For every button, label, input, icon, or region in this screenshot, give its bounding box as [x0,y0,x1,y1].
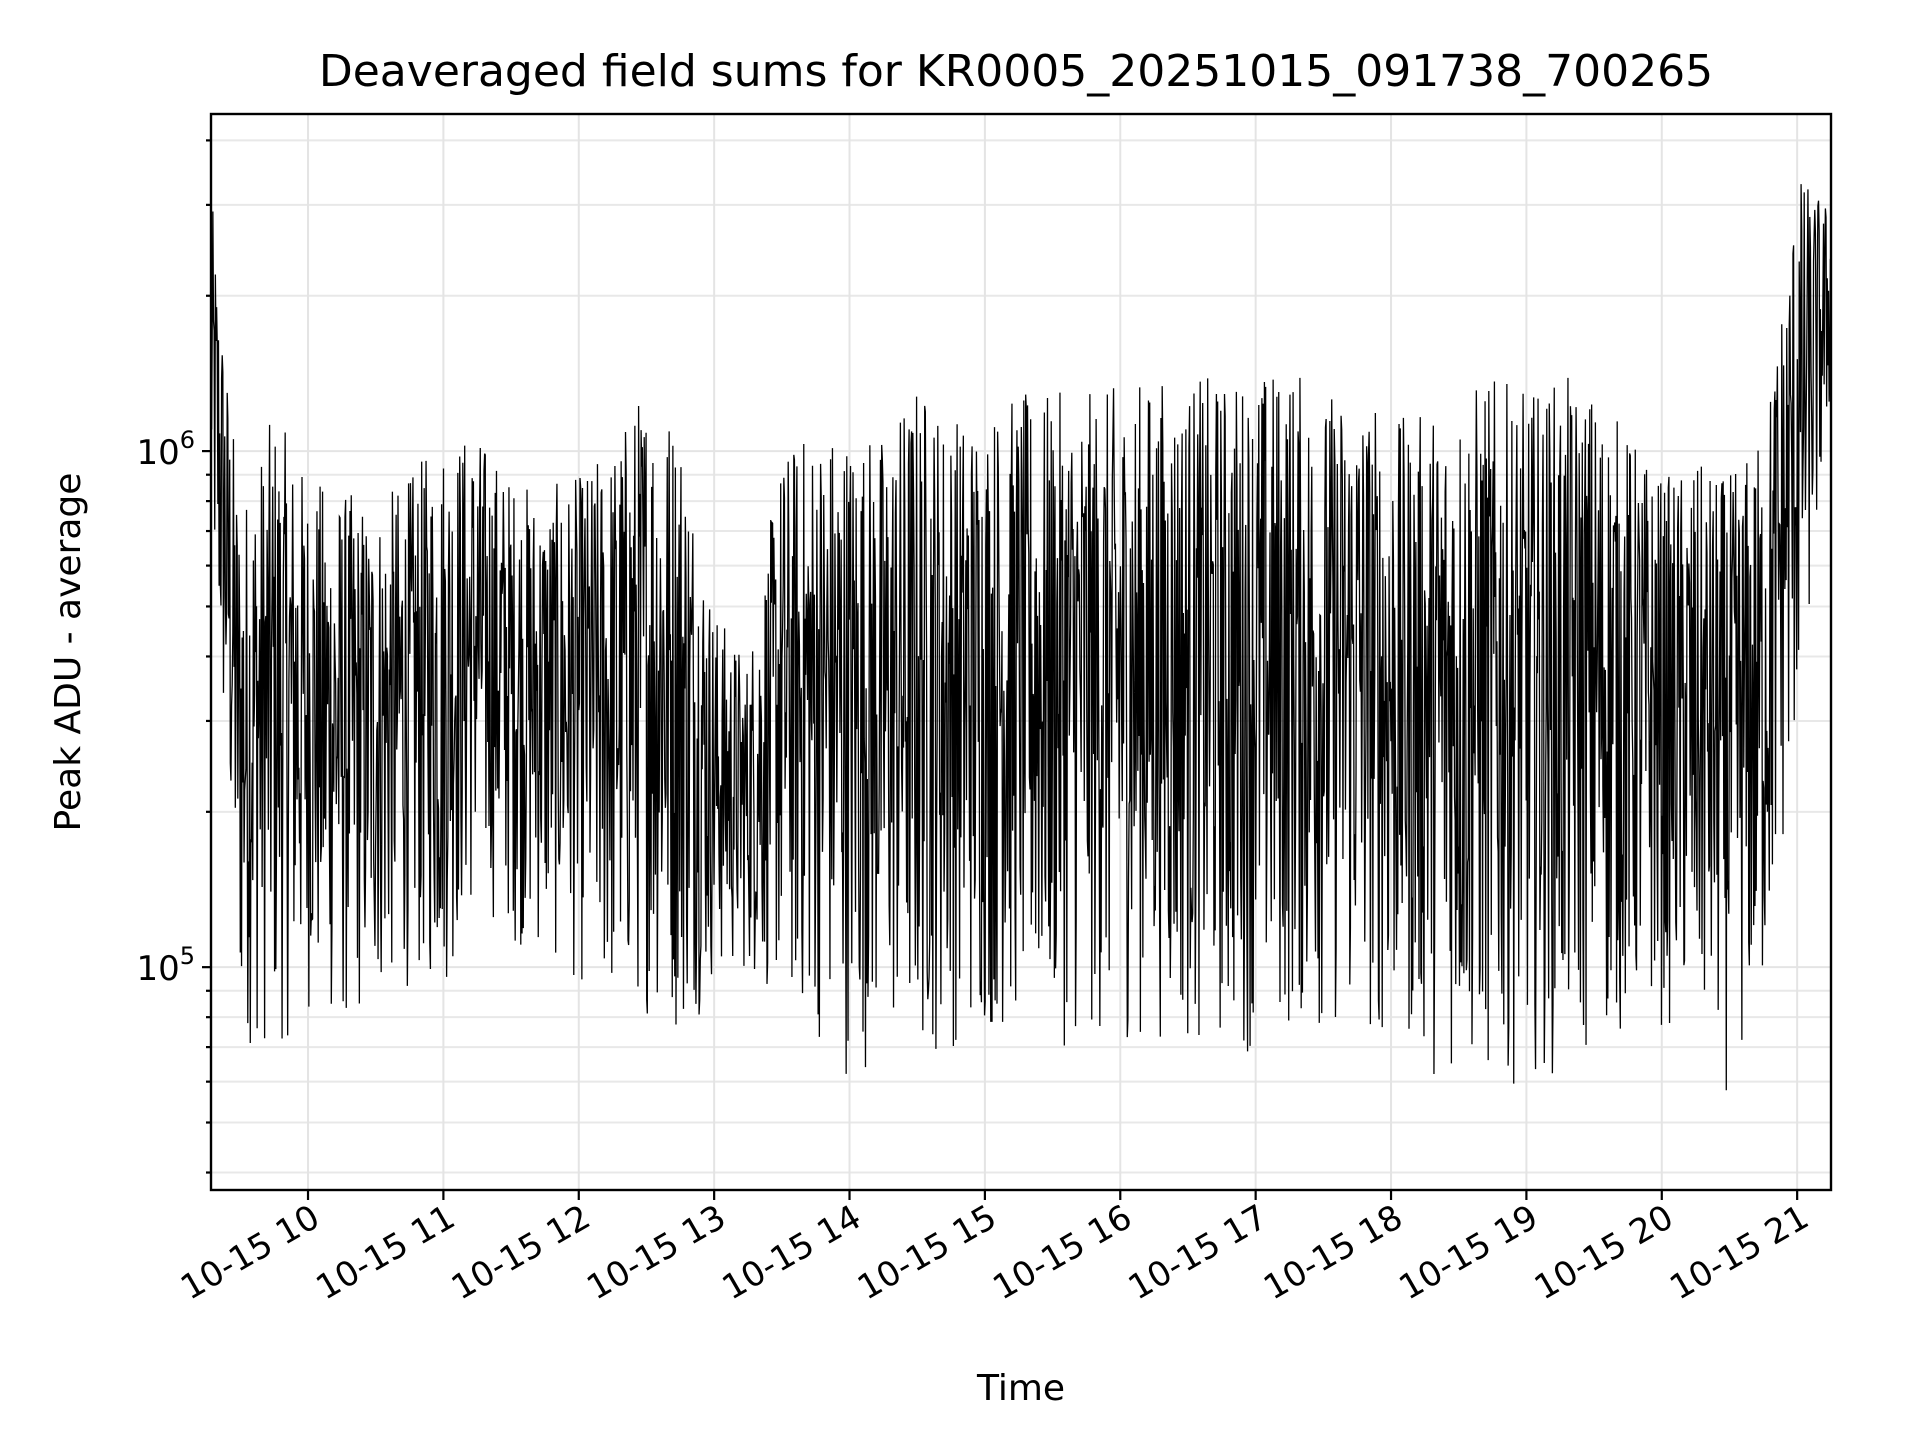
y-tick-base: 10 [136,433,179,473]
y-axis-label: Peak ADU - average [48,473,89,832]
y-tick-label: 106 [136,426,195,473]
chart-title: Deaveraged field sums for KR0005_2025101… [319,46,1713,97]
y-tick-base: 10 [136,949,179,989]
x-axis-label: Time [976,1368,1065,1409]
x-tick-label: 10-15 11 [310,1197,462,1308]
x-tick-label: 10-15 12 [445,1197,597,1308]
x-tick-label: 10-15 19 [1393,1197,1545,1308]
x-tick-label: 10-15 15 [851,1197,1003,1308]
x-tick-label: 10-15 18 [1257,1197,1409,1308]
y-tick-exponent: 6 [180,426,195,454]
x-tick-label: 10-15 13 [580,1197,732,1308]
x-tick-label: 10-15 17 [1122,1197,1274,1308]
series-line-path [210,184,1832,1091]
y-tick-exponent: 5 [180,942,195,970]
series-line [210,184,1832,1091]
x-tick-label: 10-15 14 [716,1197,868,1308]
x-tick-label: 10-15 20 [1528,1197,1680,1308]
plot-frame [209,112,1833,1192]
x-tick-label: 10-15 21 [1663,1197,1815,1308]
y-tick-label: 105 [136,942,195,989]
x-tick-label: 10-15 10 [174,1197,326,1308]
x-tick-label: 10-15 16 [986,1197,1138,1308]
